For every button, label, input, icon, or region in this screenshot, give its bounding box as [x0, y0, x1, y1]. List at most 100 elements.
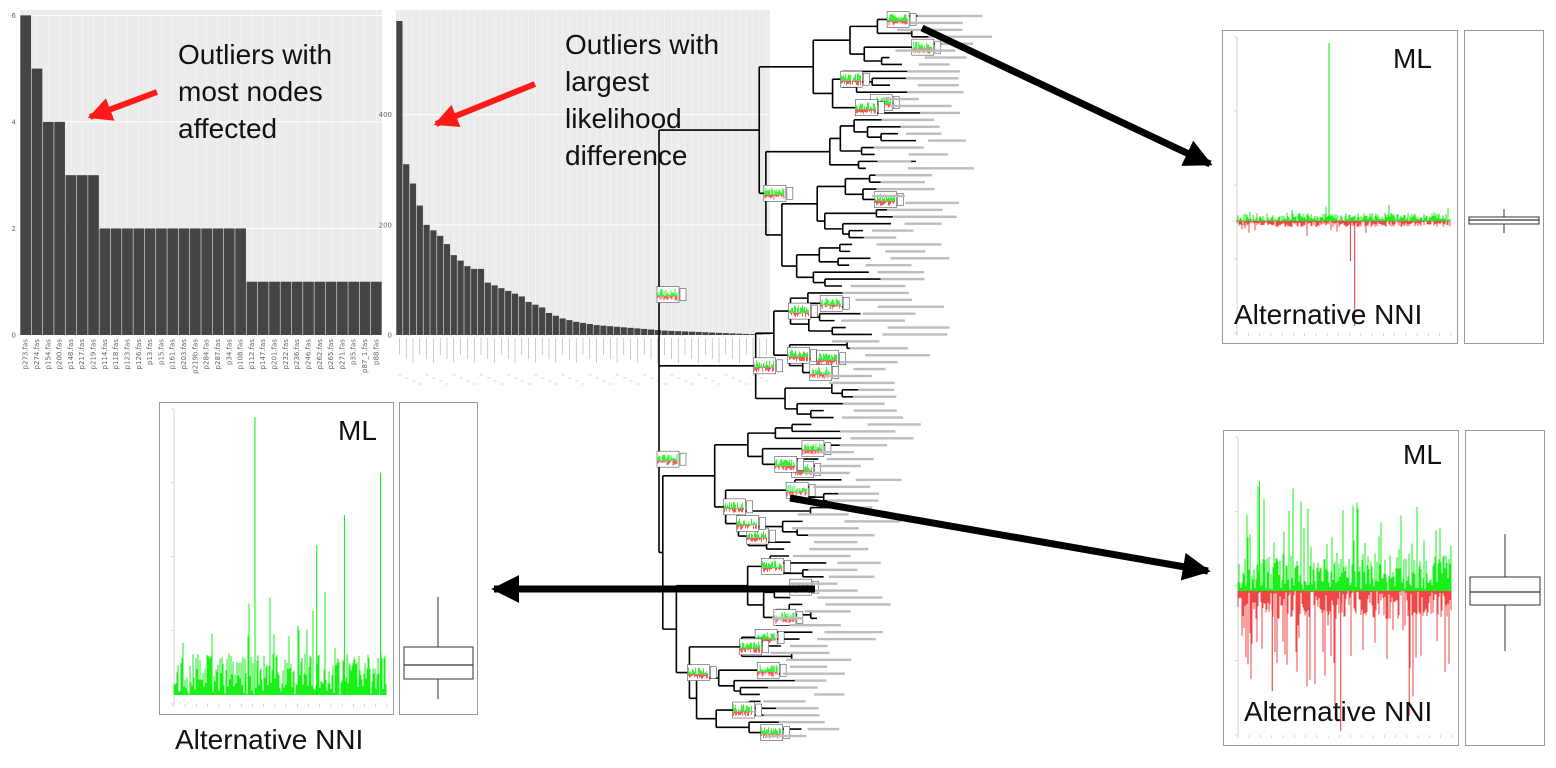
x-tick-label: p273.fas [22, 339, 30, 370]
node-signal-inset [787, 346, 817, 364]
inset-positive-signal [761, 727, 782, 735]
inset-boxplot [892, 96, 900, 109]
inset-negative-signal [746, 537, 767, 543]
taxon-label [905, 201, 959, 205]
bar [722, 333, 729, 335]
x-tick-label: p13.fas [146, 339, 154, 365]
inset-positive-signal [912, 41, 933, 49]
x-tick-label: p34.fas [225, 339, 233, 365]
bar [729, 333, 736, 335]
bar [303, 281, 314, 335]
bar [54, 121, 65, 335]
bar [348, 281, 360, 335]
taxon-label [827, 499, 879, 502]
panel-label-ml: ML [338, 415, 377, 446]
inset-negative-signal [764, 194, 785, 200]
taxon-label [763, 714, 820, 717]
taxon-label [924, 56, 967, 59]
taxon-label [907, 167, 974, 170]
node-signal-inset [656, 450, 687, 468]
taxon-label [824, 374, 872, 378]
inset-positive-signal [724, 502, 745, 509]
taxon-label [855, 478, 902, 482]
inset-positive-signal [764, 187, 785, 195]
bar [437, 235, 444, 335]
bar [586, 323, 593, 335]
bar [641, 328, 648, 335]
bar [593, 325, 600, 335]
x-tick-label: p236.fas [293, 339, 301, 370]
bar [681, 331, 689, 335]
boxplot-panel-bottom-left [399, 402, 478, 715]
node-signal-inset [656, 286, 687, 303]
site-signal-plot [171, 408, 388, 707]
taxon-label [906, 132, 942, 135]
bar [532, 304, 539, 335]
node-signal-inset [788, 302, 818, 320]
taxon-label [850, 284, 906, 288]
taxon-label [853, 409, 897, 412]
bar [743, 333, 750, 335]
inset-boxplot [755, 703, 762, 717]
bar [620, 327, 627, 335]
bar [505, 290, 512, 335]
taxon-label [841, 416, 904, 419]
node-signal-inset [855, 99, 885, 116]
bar [409, 183, 417, 335]
bar [430, 230, 437, 335]
bar [559, 318, 566, 335]
inset-positive-signal [875, 194, 895, 202]
inset-positive-signal [737, 518, 757, 526]
node-signal-inset [732, 701, 762, 719]
taxon-label [809, 547, 869, 551]
taxon-label [770, 651, 830, 655]
positive-signal [1237, 486, 1452, 591]
node-signal-inset [816, 350, 846, 367]
x-tick-label: p108.fas [237, 339, 245, 370]
inset-boxplot [863, 72, 870, 86]
taxon-label [839, 360, 898, 364]
x-tick-label: p118.fas [112, 339, 120, 370]
inset-boxplot [786, 187, 794, 200]
bar [566, 320, 573, 335]
bar [42, 121, 54, 335]
inset-negative-signal [789, 312, 809, 318]
bar [545, 312, 553, 335]
bar [359, 281, 371, 335]
bar [201, 228, 213, 335]
inset-positive-signal [755, 632, 776, 639]
taxon-label [917, 84, 959, 87]
inset-boxplot [679, 288, 687, 301]
annotation-line: Outliers with [565, 29, 720, 60]
taxon-label [775, 707, 819, 710]
taxon-label [855, 298, 913, 302]
bar [403, 164, 410, 335]
positive-signal [1236, 204, 1451, 221]
taxon-label [905, 77, 959, 80]
taxon-label [904, 222, 942, 225]
boxplot-panel-top-right [1464, 30, 1544, 344]
y-tick-label: 0 [388, 332, 392, 340]
bar [668, 330, 675, 335]
taxon-label [804, 610, 851, 613]
inset-boxplot [810, 348, 817, 362]
bar [223, 228, 235, 335]
inset-positive-signal [887, 13, 908, 22]
inset-negative-signal [887, 21, 908, 26]
inset-boxplot [842, 297, 850, 310]
inset-positive-signal [657, 289, 678, 297]
x-tick-label: p219b.fas [191, 339, 199, 374]
inset-positive-signal [788, 350, 808, 357]
taxon-label [826, 457, 874, 461]
bar [457, 260, 464, 335]
taxon-label [807, 727, 840, 731]
y-tick-label: 200 [379, 221, 392, 229]
bar [20, 15, 32, 335]
bar [464, 266, 471, 335]
bar [736, 333, 743, 335]
taxon-label [881, 118, 935, 122]
taxon-label [876, 187, 935, 191]
taxon-label [885, 250, 926, 253]
bar [477, 268, 485, 335]
